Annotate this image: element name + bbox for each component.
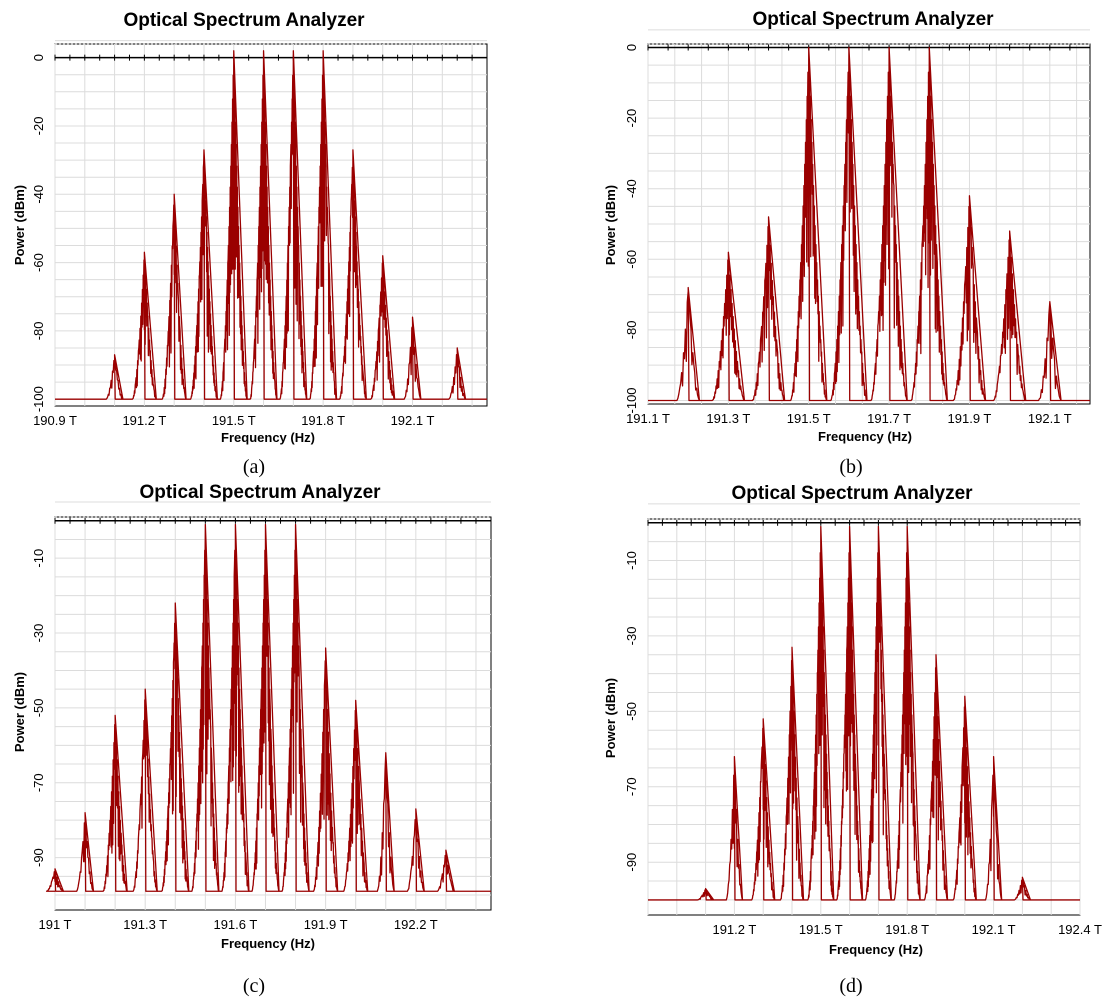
spectrum-trace — [55, 50, 487, 400]
x-tick-label: 191.8 T — [885, 922, 929, 937]
x-tick-label: 191.2 T — [712, 922, 756, 937]
spectrum-trace — [45, 523, 491, 892]
panel-caption: (d) — [839, 975, 862, 997]
x-tick-labels: 191.2 T 191.5 T 191.8 T 192.1 T 192.4 T — [712, 922, 1102, 937]
spectrum-panel-d: Optical Spectrum Analyzer 191.2 T 191.5 T… — [560, 480, 1106, 1008]
plot-area — [647, 518, 1081, 916]
chart-title: Optical Spectrum Analyzer — [731, 483, 973, 504]
panel-caption: (b) — [839, 456, 862, 478]
y-tick-label: -90 — [31, 848, 46, 867]
y-tick-label: -10 — [624, 551, 639, 570]
y-axis-label: Power (dBm) — [603, 185, 618, 265]
y-tick-label: -100 — [31, 386, 46, 412]
y-tick-labels: -10 -30 -50 -70 -90 — [31, 549, 46, 867]
chart-title: Optical Spectrum Analyzer — [123, 10, 365, 31]
x-tick-label: 192.1 T — [972, 922, 1016, 937]
x-tick-label: 192.1 T — [391, 413, 435, 428]
y-tick-label: -90 — [624, 853, 639, 872]
y-tick-labels: -10 -30 -50 -70 -90 — [624, 551, 639, 872]
chart-title: Optical Spectrum Analyzer — [139, 482, 381, 503]
spectrum-panel-b: Optical Spectrum Analyzer 191.1 T 191.3 T… — [560, 0, 1106, 485]
chart-title: Optical Spectrum Analyzer — [752, 9, 994, 30]
x-tick-label: 191.9 T — [304, 917, 348, 932]
y-tick-label: -70 — [31, 773, 46, 792]
x-tick-label: 191.1 T — [626, 411, 670, 426]
x-tick-label: 192.1 T — [1028, 411, 1072, 426]
y-tick-labels: 0 -20 -40 -60 -80 -100 — [31, 54, 46, 412]
y-tick-label: 0 — [624, 44, 639, 51]
x-tick-label: 191.6 T — [213, 917, 257, 932]
y-tick-label: -50 — [31, 698, 46, 717]
y-tick-label: -60 — [624, 250, 639, 269]
x-tick-labels: 190.9 T 191.2 T 191.5 T 191.8 T 192.1 T — [33, 413, 434, 428]
y-tick-label: -100 — [624, 387, 639, 413]
spectrum-trace — [648, 46, 1090, 402]
x-tick-label: 191.8 T — [301, 413, 345, 428]
reference-line-ticks — [54, 54, 488, 61]
y-tick-label: -70 — [624, 777, 639, 796]
y-axis-label: Power (dBm) — [12, 185, 27, 265]
x-tick-label: 191.3 T — [123, 917, 167, 932]
y-tick-label: -40 — [31, 185, 46, 204]
reference-line-ticks — [54, 517, 492, 524]
grid — [647, 29, 1090, 404]
y-axis-label: Power (dBm) — [12, 672, 27, 752]
spectrum-chart-b: Optical Spectrum Analyzer 191.1 T 191.3 T… — [603, 9, 1091, 478]
spectrum-chart-c: Optical Spectrum Analyzer 191 T 191.3 T 19… — [12, 482, 492, 997]
x-tick-labels: 191.1 T 191.3 T 191.5 T 191.7 T 191.9 T 192.1… — [626, 411, 1072, 426]
y-tick-label: -20 — [624, 109, 639, 128]
y-tick-label: -80 — [624, 320, 639, 339]
x-tick-label: 192.4 T — [1058, 922, 1102, 937]
panel-caption: (c) — [243, 975, 265, 997]
x-tick-label: 191 T — [38, 917, 71, 932]
x-axis-label: Frequency (Hz) — [221, 936, 315, 951]
y-tick-label: -60 — [31, 253, 46, 272]
x-tick-label: 191.3 T — [706, 411, 750, 426]
y-tick-label: -10 — [31, 549, 46, 568]
x-tick-label: 191.5 T — [787, 411, 831, 426]
x-axis-label: Frequency (Hz) — [221, 430, 315, 445]
y-tick-label: -30 — [31, 624, 46, 643]
plot-area — [54, 43, 488, 407]
y-tick-label: -80 — [31, 321, 46, 340]
x-tick-labels: 191 T 191.3 T 191.6 T 191.9 T 192.2 T — [38, 917, 437, 932]
y-tick-label: -40 — [624, 179, 639, 198]
y-tick-label: -50 — [624, 702, 639, 721]
x-tick-label: 191.7 T — [867, 411, 911, 426]
spectrum-trace — [648, 525, 1080, 901]
spectrum-chart-d: Optical Spectrum Analyzer 191.2 T 191.5 T… — [603, 483, 1102, 997]
y-tick-label: 0 — [31, 54, 46, 61]
spectrum-panel-a: Optical Spectrum Analyzer 190.9 T 191.2 T… — [0, 0, 546, 485]
y-tick-label: -30 — [624, 627, 639, 646]
x-axis-label: Frequency (Hz) — [818, 429, 912, 444]
reference-line-ticks — [647, 519, 1081, 526]
x-axis-label: Frequency (Hz) — [829, 942, 923, 957]
x-tick-label: 190.9 T — [33, 413, 77, 428]
spectrum-panel-c: Optical Spectrum Analyzer 191 T 191.3 T 19… — [0, 480, 546, 1008]
spectrum-chart-a: Optical Spectrum Analyzer 190.9 T 191.2 T… — [12, 10, 488, 478]
y-tick-label: -20 — [31, 117, 46, 136]
x-tick-label: 192.2 T — [394, 917, 438, 932]
panel-caption: (a) — [243, 456, 265, 478]
x-tick-label: 191.2 T — [122, 413, 166, 428]
x-tick-label: 191.5 T — [799, 922, 843, 937]
x-tick-label: 191.5 T — [212, 413, 256, 428]
y-axis-label: Power (dBm) — [603, 678, 618, 758]
reference-line-ticks — [647, 44, 1091, 51]
x-tick-label: 191.9 T — [948, 411, 992, 426]
y-tick-labels: 0 -20 -40 -60 -80 -100 — [624, 44, 639, 414]
